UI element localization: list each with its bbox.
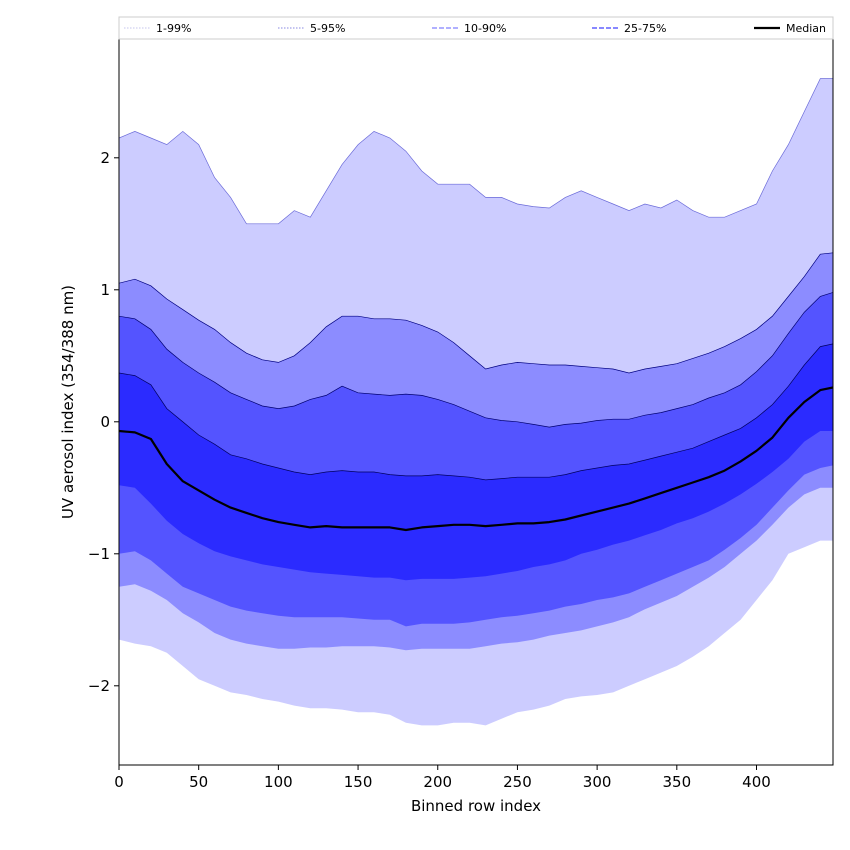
legend-label: Median (786, 22, 826, 35)
median-line (119, 386, 833, 532)
band-25-75pct (119, 343, 833, 581)
legend-label: 25-75% (624, 22, 666, 35)
legend-box (118, 16, 834, 40)
x-tick-label: 0 (114, 773, 124, 791)
legend: 1-99% 5-95% 10-90% 25-75% Median (118, 16, 834, 40)
x-tick-label: 100 (264, 773, 293, 791)
bands-layer (119, 78, 833, 726)
x-axis-title: Binned row index (411, 797, 541, 815)
x-axis: 0 50 100 150 200 250 300 350 400 (114, 765, 771, 791)
band-upper-edge-5-95pct (119, 252, 833, 374)
band-upper-edge-10-90pct (119, 292, 833, 428)
y-axis-title: UV aerosol index (354/388 nm) (59, 285, 77, 519)
x-tick-label: 350 (662, 773, 691, 791)
y-tick-label: −2 (88, 677, 110, 695)
x-tick-label: 300 (583, 773, 612, 791)
y-tick-label: −1 (88, 545, 110, 563)
y-tick-label: 1 (100, 281, 110, 299)
y-tick-label: 0 (100, 413, 110, 431)
x-tick-label: 400 (742, 773, 771, 791)
legend-label: 10-90% (464, 22, 506, 35)
band-upper-edge-1-99pct (119, 78, 833, 225)
x-tick-label: 200 (423, 773, 452, 791)
x-tick-label: 250 (503, 773, 532, 791)
x-tick-label: 50 (189, 773, 208, 791)
legend-label: 1-99% (156, 22, 191, 35)
band-upper-edge-25-75pct (119, 343, 833, 481)
y-tick-label: 2 (100, 149, 110, 167)
legend-label: 5-95% (310, 22, 345, 35)
median-layer (119, 386, 833, 532)
x-tick-label: 150 (344, 773, 373, 791)
y-axis: 2 1 0 −1 −2 (88, 149, 119, 695)
